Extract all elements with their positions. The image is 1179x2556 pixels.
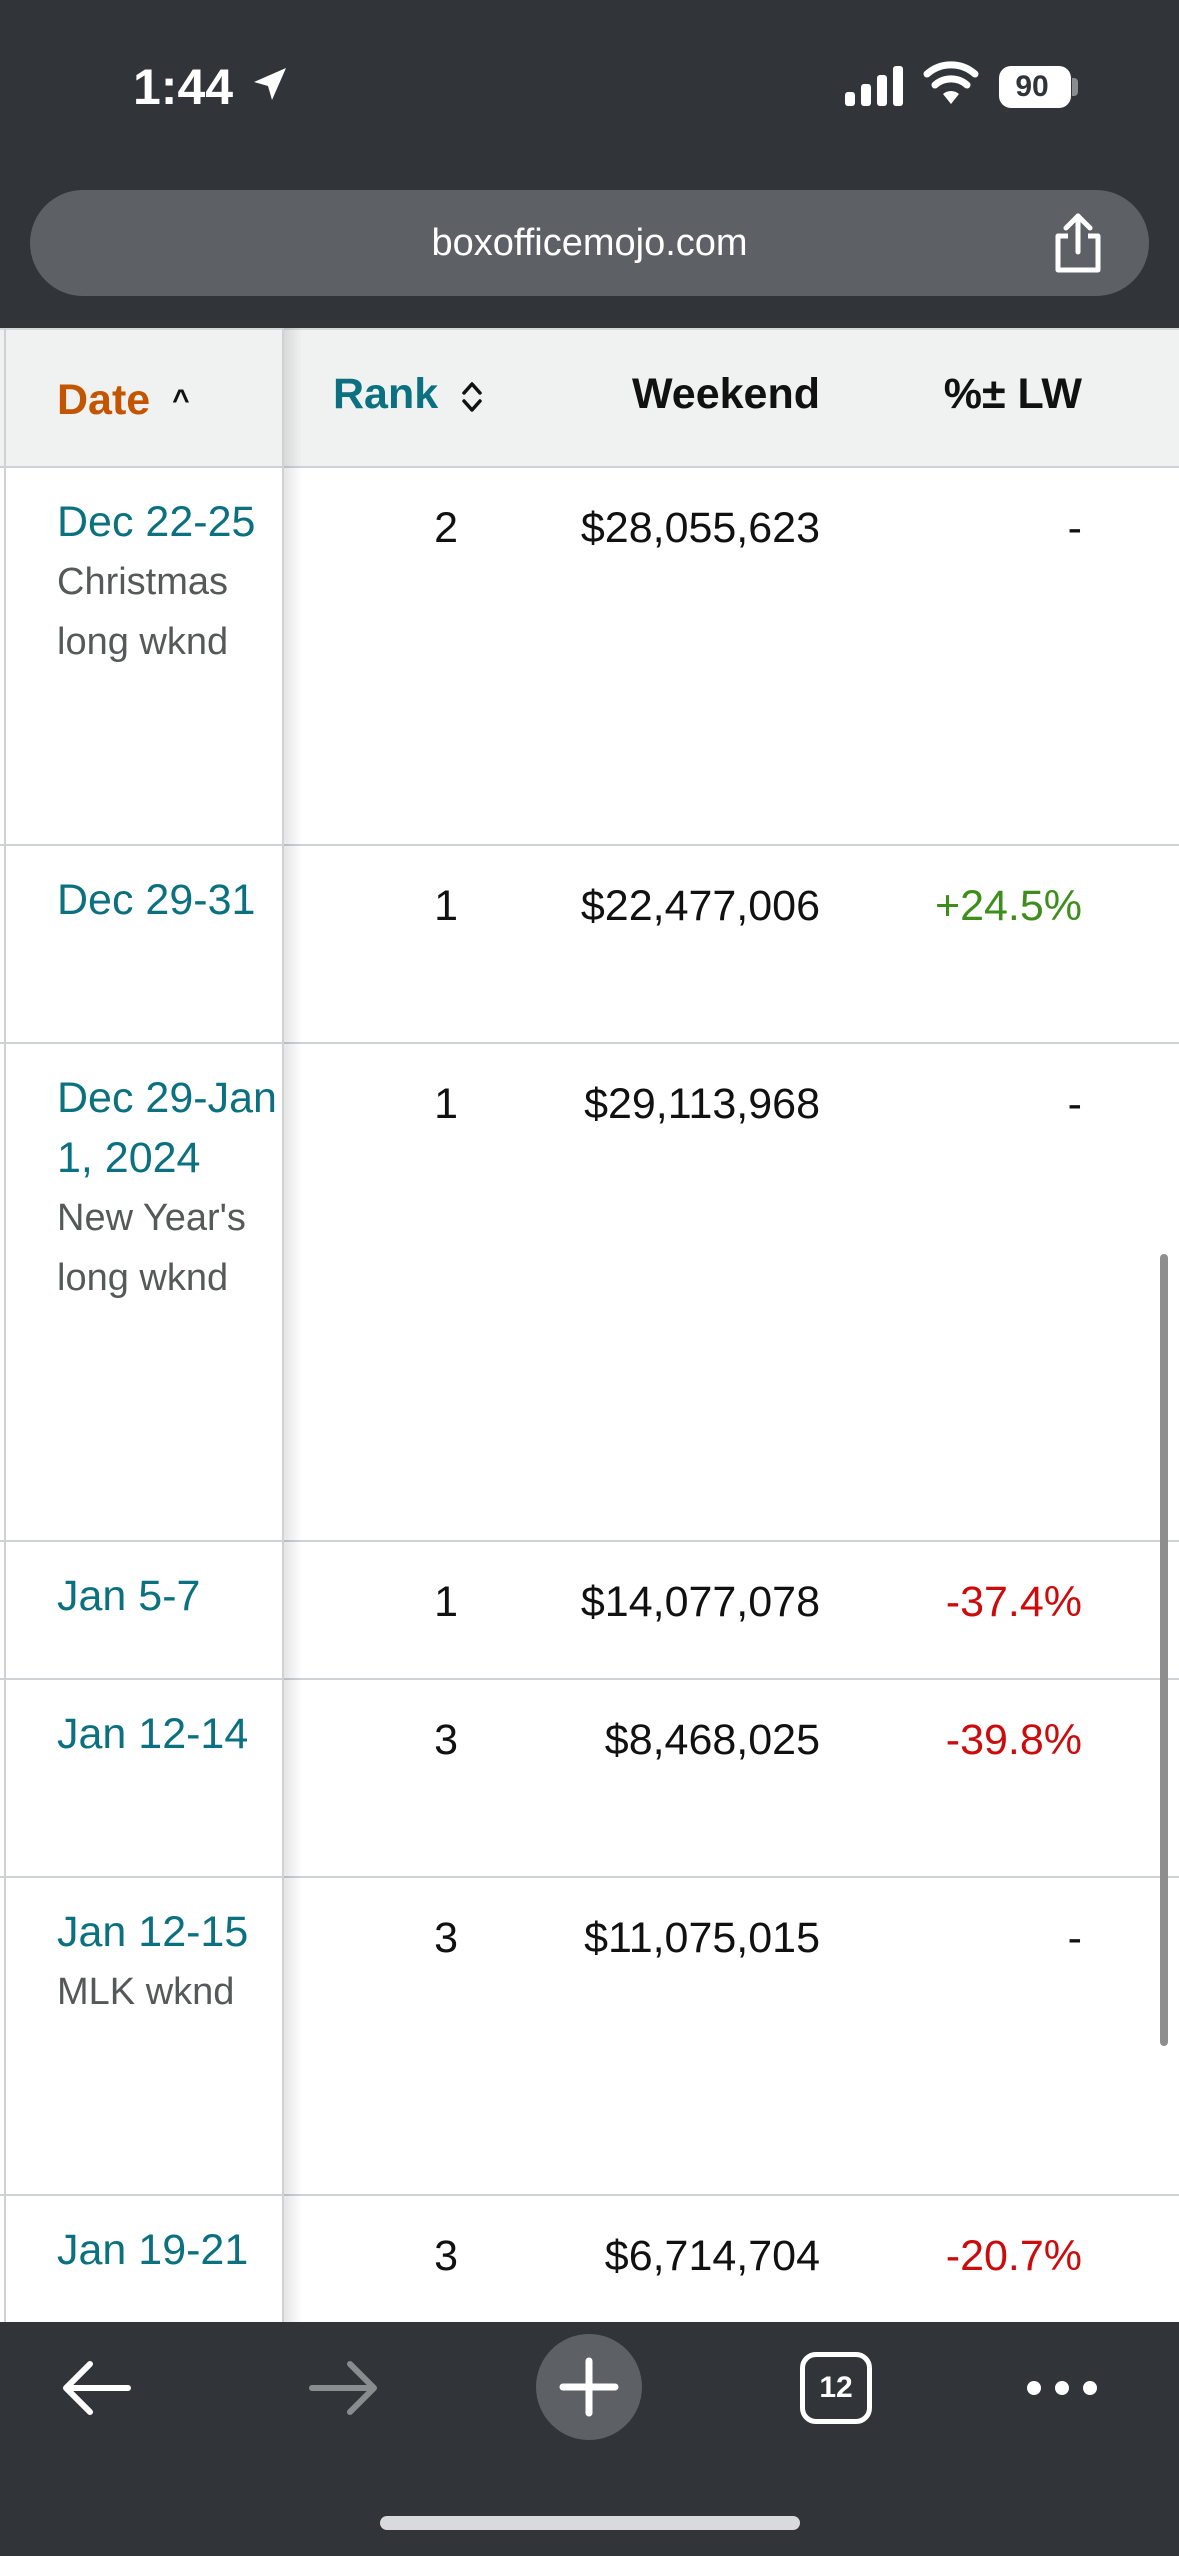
rank-cell: 2 — [434, 504, 458, 552]
date-link[interactable]: Jan 5-7 — [57, 1572, 201, 1620]
lw-change-cell: -20.7% — [945, 2232, 1082, 2280]
table-row: Dec 29-31 1 $22,477,006 +24.5% — [0, 846, 1179, 1044]
cellular-signal-icon — [845, 66, 903, 106]
date-cell: Jan 12-14 — [57, 1704, 277, 1764]
date-cell: Dec 29-Jan 1, 2024 New Year's long wknd — [57, 1068, 277, 1308]
date-link[interactable]: Dec 29-Jan 1, 2024 — [57, 1074, 277, 1182]
weekend-gross-cell: $6,714,704 — [604, 2232, 820, 2280]
table-row: Dec 22-25 Christmas long wknd 2 $28,055,… — [0, 468, 1179, 846]
date-cell: Dec 29-31 — [57, 870, 277, 930]
lw-change-cell: -39.8% — [945, 1716, 1082, 1764]
battery-level: 90 — [1015, 70, 1049, 103]
status-time: 1:44 — [133, 59, 234, 115]
rank-column-header[interactable]: Rank — [333, 370, 533, 419]
url-text[interactable]: boxofficemojo.com — [431, 222, 748, 264]
new-tab-button[interactable] — [536, 2334, 642, 2440]
table-header-row: Date ^ Rank Weekend %± LW — [0, 328, 1179, 468]
weekend-gross-cell: $22,477,006 — [580, 882, 820, 930]
lw-change-cell: - — [1067, 1080, 1082, 1128]
holiday-note: Christmas long wknd — [57, 561, 229, 663]
weekend-gross-cell: $14,077,078 — [580, 1578, 820, 1626]
home-indicator[interactable] — [380, 2516, 800, 2530]
tabs-button[interactable]: 12 — [800, 2352, 872, 2424]
table-row: Jan 5-7 1 $14,077,078 -37.4% — [0, 1542, 1179, 1680]
weekend-box-office-table: Date ^ Rank Weekend %± LW Dec 22-25 Chri… — [0, 328, 1179, 2322]
battery-nub — [1072, 78, 1078, 96]
location-arrow-icon — [254, 68, 286, 100]
weekend-gross-cell: $29,113,968 — [584, 1080, 820, 1128]
lw-change-cell: - — [1067, 1914, 1082, 1962]
date-cell: Jan 19-21 — [57, 2220, 277, 2280]
share-icon[interactable] — [1050, 212, 1106, 276]
date-link[interactable]: Dec 29-31 — [57, 876, 256, 924]
address-bar[interactable]: boxofficemojo.com — [30, 190, 1149, 296]
rank-cell: 3 — [434, 2232, 458, 2280]
rank-cell: 1 — [434, 1578, 458, 1626]
date-column-header[interactable]: Date ^ — [57, 376, 190, 424]
date-link[interactable]: Jan 12-14 — [57, 1710, 249, 1758]
holiday-note: MLK wknd — [57, 1971, 235, 2013]
table-row: Jan 19-21 3 $6,714,704 -20.7% — [0, 2196, 1179, 2322]
table-row: Jan 12-15 MLK wknd 3 $11,075,015 - — [0, 1878, 1179, 2196]
plus-icon — [559, 2357, 619, 2417]
more-options-icon[interactable] — [1024, 2368, 1100, 2408]
date-cell: Jan 12-15 MLK wknd — [57, 1902, 277, 2022]
back-arrow-icon[interactable] — [58, 2352, 134, 2424]
lw-change-column-header[interactable]: %± LW — [943, 370, 1082, 418]
date-cell: Jan 5-7 — [57, 1566, 277, 1626]
date-cell: Dec 22-25 Christmas long wknd — [57, 492, 277, 672]
forward-arrow-icon[interactable] — [306, 2352, 382, 2424]
holiday-note: New Year's long wknd — [57, 1197, 246, 1299]
sort-toggle-icon — [462, 381, 482, 412]
lw-change-cell: - — [1067, 504, 1082, 552]
date-link[interactable]: Jan 19-21 — [57, 2226, 249, 2274]
tab-count: 12 — [819, 2371, 853, 2404]
weekend-gross-cell: $8,468,025 — [604, 1716, 820, 1764]
wifi-icon — [923, 61, 979, 104]
weekend-gross-cell: $11,075,015 — [584, 1914, 820, 1962]
rank-cell: 1 — [434, 1080, 458, 1128]
battery-indicator: 90 — [999, 66, 1071, 108]
rank-cell: 1 — [434, 882, 458, 930]
weekend-column-header[interactable]: Weekend — [632, 370, 820, 418]
table-row: Dec 29-Jan 1, 2024 New Year's long wknd … — [0, 1044, 1179, 1542]
rank-cell: 3 — [434, 1716, 458, 1764]
weekend-gross-cell: $28,055,623 — [580, 504, 820, 552]
lw-change-cell: -37.4% — [945, 1578, 1082, 1626]
sort-ascending-icon: ^ — [172, 384, 190, 417]
lw-change-cell: +24.5% — [934, 882, 1082, 930]
table-row: Jan 12-14 3 $8,468,025 -39.8% — [0, 1680, 1179, 1878]
date-link[interactable]: Jan 12-15 — [57, 1908, 249, 1956]
date-link[interactable]: Dec 22-25 — [57, 498, 256, 546]
page-scrollbar[interactable] — [1160, 1254, 1168, 2046]
rank-cell: 3 — [434, 1914, 458, 1962]
